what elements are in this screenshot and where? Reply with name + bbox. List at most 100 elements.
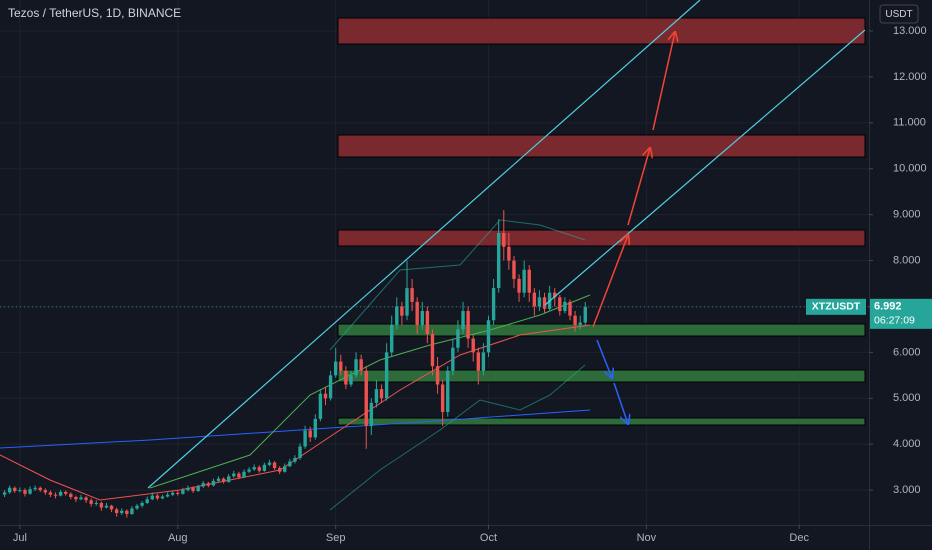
candle-body	[558, 297, 562, 312]
candle-body	[43, 490, 48, 493]
candle-body	[318, 393, 323, 419]
x-tick-label: Sep	[326, 532, 346, 544]
trend-line	[147, 0, 701, 489]
x-tick-label: Aug	[168, 532, 188, 544]
currency-box[interactable]	[879, 4, 919, 24]
candle-body	[252, 467, 256, 470]
candle-body	[415, 301, 419, 325]
candle-body	[23, 490, 27, 494]
candle-body	[227, 476, 231, 482]
candle-body	[33, 487, 37, 490]
candle-body	[308, 430, 312, 438]
candle-body	[451, 347, 455, 371]
candle-body	[344, 370, 348, 385]
candle-body	[323, 393, 328, 399]
candle-body	[496, 233, 501, 289]
band-upper	[329, 219, 586, 351]
candle-body	[420, 311, 424, 325]
candle-body	[150, 495, 155, 500]
ma-long	[0, 409, 591, 449]
candle-body	[313, 418, 318, 438]
candle-body	[104, 505, 109, 508]
candle-body	[288, 461, 292, 467]
candle-body	[502, 233, 506, 247]
candle-body	[573, 315, 577, 325]
x-tick-label: Jul	[13, 532, 27, 544]
arrow-down	[613, 382, 628, 424]
x-tick-label: Oct	[480, 532, 497, 544]
candles	[2, 210, 587, 518]
candle-body	[537, 297, 542, 307]
candle-body	[486, 320, 491, 353]
candle-body	[522, 269, 526, 293]
candle-body	[517, 278, 521, 293]
candle-body	[84, 497, 88, 501]
candle-body	[125, 510, 129, 514]
candle-body	[568, 301, 572, 316]
candle-body	[165, 494, 170, 497]
candle-body	[257, 467, 261, 471]
support-zone	[337, 417, 866, 426]
resistance-zone	[337, 134, 866, 158]
candle-body	[395, 306, 399, 325]
candle-body	[267, 462, 272, 465]
candle-body	[64, 491, 68, 494]
candle-body	[145, 499, 149, 503]
candle-body	[176, 492, 180, 494]
band-lower	[329, 364, 586, 511]
candle-body	[272, 462, 277, 469]
candle-body	[181, 490, 185, 494]
arrow-down	[596, 339, 612, 378]
arrows	[592, 32, 675, 424]
candle-body	[390, 324, 394, 353]
y-tick-label: 12.000	[893, 71, 927, 83]
y-tick-label: 5.000	[893, 392, 921, 404]
candle-body	[237, 473, 241, 478]
candle-body	[405, 288, 409, 316]
candle-body	[527, 269, 531, 293]
candle-body	[384, 352, 389, 399]
candle-body	[481, 352, 486, 371]
y-tick-label: 13.000	[893, 25, 927, 37]
candle-body	[583, 306, 587, 323]
candle-body	[135, 505, 139, 509]
currency[interactable]: USDT	[885, 9, 912, 20]
candle-body	[262, 464, 267, 471]
countdown-label: 06:27:09	[874, 315, 915, 327]
candle-body	[170, 492, 175, 495]
candle-body	[196, 486, 200, 492]
candle-body	[553, 292, 557, 298]
candle-body	[446, 370, 450, 413]
candle-body	[425, 311, 430, 335]
candle-body	[532, 292, 537, 307]
candle-body	[186, 487, 190, 491]
ma-short	[149, 294, 591, 489]
channel	[147, 0, 866, 489]
candle-body	[339, 361, 343, 371]
candle-body	[38, 487, 42, 491]
candle-body	[333, 361, 338, 376]
candle-body	[466, 311, 470, 339]
candle-body	[369, 402, 374, 426]
candle-body	[435, 366, 440, 385]
arrow-up	[652, 32, 675, 131]
candle-body	[359, 359, 363, 371]
candle-body	[94, 502, 98, 504]
zones	[337, 17, 866, 426]
candle-body	[471, 338, 475, 353]
candle-body	[242, 471, 246, 478]
candle-body	[191, 487, 195, 492]
arrow-up	[592, 235, 628, 328]
candle-body	[512, 260, 516, 279]
y-tick-label: 10.000	[893, 163, 927, 175]
candle-body	[69, 493, 73, 497]
candle-body	[491, 288, 496, 321]
y-tick-label: 8.000	[893, 254, 921, 266]
symbol-tag	[806, 298, 866, 315]
candle-body	[379, 389, 384, 399]
resistance-zone	[337, 229, 866, 247]
candle-body	[277, 468, 282, 472]
candle-body	[440, 384, 445, 413]
